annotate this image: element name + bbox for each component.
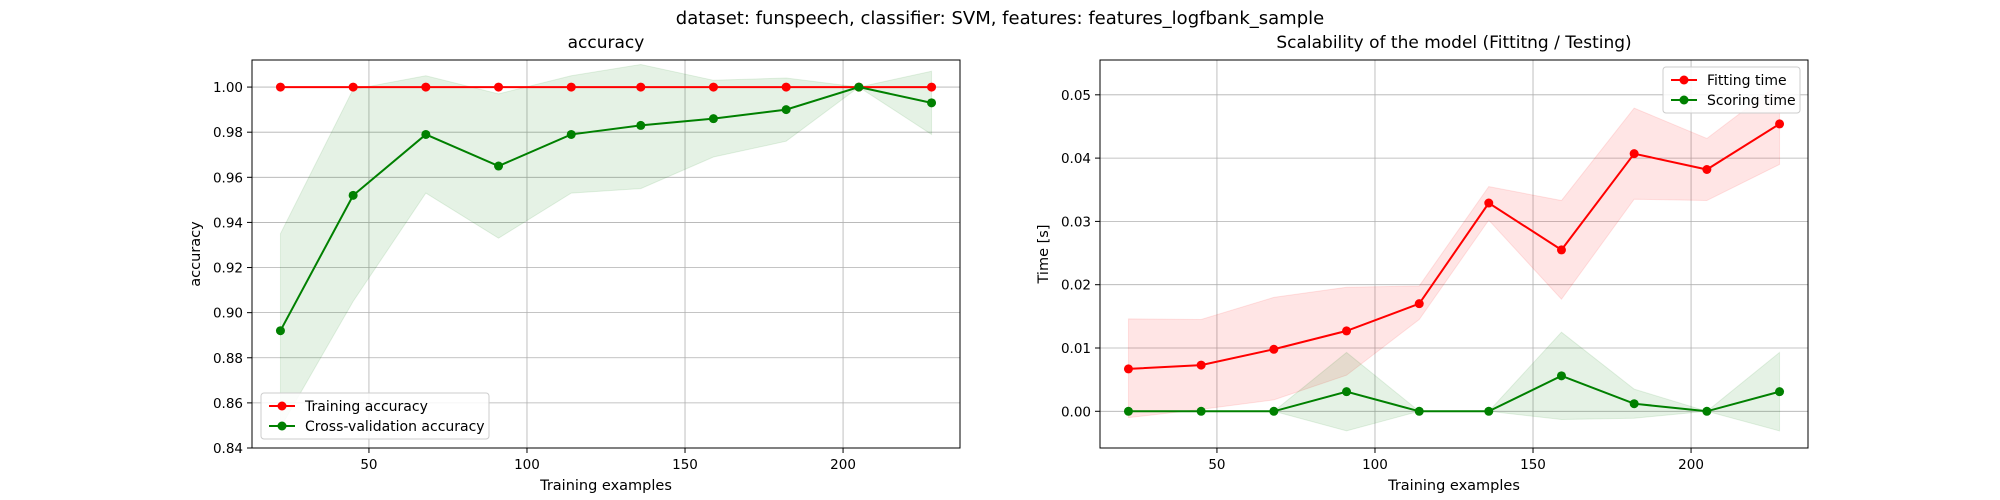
y-tick-label: 0.96: [213, 170, 243, 186]
y-tick-label: 0.84: [213, 441, 243, 457]
fitting-time-point: [1556, 245, 1566, 255]
cross-validation-accuracy-point: [781, 105, 791, 115]
y-axis-label: Time [s]: [1036, 225, 1052, 285]
scoring-time-point: [1269, 406, 1279, 416]
cross-validation-accuracy-point: [927, 98, 937, 108]
training-accuracy-point: [636, 82, 646, 92]
x-tick-label: 50: [360, 457, 377, 473]
x-tick-label: 100: [1362, 457, 1388, 473]
chart-title: Scalability of the model (Fittitng / Tes…: [1276, 33, 1631, 53]
fitting-time-point: [1123, 364, 1133, 374]
scoring-time-point: [1484, 406, 1494, 416]
fitting-time-point: [1196, 360, 1206, 370]
y-tick-label: 0.04: [1061, 151, 1091, 167]
scoring-time-point: [1629, 399, 1639, 409]
cross-validation-accuracy-legend-marker: [277, 421, 287, 431]
cross-validation-accuracy-point: [854, 82, 864, 92]
scoring-time-point: [1702, 406, 1712, 416]
scoring-time-point: [1556, 371, 1566, 381]
figure-suptitle: dataset: funspeech, classifier: SVM, fea…: [676, 8, 1324, 29]
scoring-time-point: [1414, 406, 1424, 416]
fitting-time-band: [1127, 82, 1781, 419]
training-accuracy-legend-label: Training accuracy: [304, 399, 428, 415]
y-tick-label: 0.00: [1061, 404, 1091, 420]
training-accuracy-point: [494, 82, 504, 92]
x-axis-label: Training examples: [1387, 478, 1520, 494]
x-tick-label: 150: [672, 457, 698, 473]
y-tick-label: 0.86: [213, 396, 243, 412]
cross-validation-accuracy-point: [494, 161, 504, 171]
fitting-time-point: [1629, 149, 1639, 159]
scoring-time-line: [1128, 374, 1780, 413]
y-tick-label: 0.98: [213, 125, 243, 141]
fitting-time-point: [1414, 299, 1424, 309]
training-accuracy-point: [708, 82, 718, 92]
plot-frame: [251, 59, 961, 449]
training-accuracy-point: [421, 82, 431, 92]
cross-validation-accuracy-point: [636, 120, 646, 130]
y-tick-label: 0.01: [1061, 341, 1091, 357]
scoring-time-point: [1123, 406, 1133, 416]
y-tick-label: 0.02: [1061, 278, 1091, 294]
y-tick-label: 1.00: [213, 80, 243, 96]
cross-validation-accuracy-point: [275, 326, 285, 336]
x-tick-label: 100: [514, 457, 540, 473]
fitting-time-point: [1775, 119, 1785, 129]
y-tick-label: 0.90: [213, 306, 243, 322]
training-accuracy-point: [927, 82, 937, 92]
fitting-time-point: [1484, 198, 1494, 208]
y-axis-label: accuracy: [188, 221, 204, 287]
fitting-time-point: [1702, 165, 1712, 175]
scalability-chart: 50 100 150 200 0.00 0.01 0.02 0.03 0.04 0.05 Scala…: [1036, 33, 1809, 494]
y-tick-label: 0.88: [213, 351, 243, 367]
legend: Training accuracy Cross-validation accura…: [260, 392, 490, 440]
plot-frame: [1099, 59, 1809, 449]
x-tick-label: 200: [1678, 457, 1704, 473]
training-accuracy-point: [348, 82, 358, 92]
y-tick-label: 0.94: [213, 215, 243, 231]
x-axis-label: Training examples: [539, 478, 672, 494]
cross-validation-accuracy-point: [348, 190, 358, 200]
y-tick-label: 0.92: [213, 261, 243, 277]
training-accuracy-point: [566, 82, 576, 92]
legend-box: [1662, 66, 1801, 114]
x-tick-label: 200: [830, 457, 856, 473]
legend: Fitting time Scoring time: [1662, 66, 1801, 114]
cross-validation-accuracy-line: [279, 86, 932, 332]
y-tick-label: 0.03: [1061, 214, 1091, 230]
chart-title: accuracy: [568, 33, 645, 53]
scoring-time-legend-marker: [1679, 95, 1689, 105]
y-tick-label: 0.05: [1061, 88, 1091, 104]
scoring-time-legend-label: Scoring time: [1707, 93, 1796, 109]
scoring-time-point: [1196, 406, 1206, 416]
training-accuracy-point: [781, 82, 791, 92]
legend-box: [260, 392, 490, 440]
fitting-time-legend-label: Fitting time: [1707, 73, 1787, 89]
x-tick-label: 150: [1520, 457, 1546, 473]
cross-validation-accuracy-legend-label: Cross-validation accuracy: [305, 419, 485, 435]
x-tick-label: 50: [1208, 457, 1225, 473]
fitting-time-line: [1128, 123, 1781, 370]
scoring-time-point: [1342, 387, 1352, 397]
cross-validation-accuracy-point: [708, 114, 718, 124]
training-accuracy-legend-marker: [277, 401, 287, 411]
training-accuracy-point: [275, 82, 285, 92]
accuracy-chart: 50 100 150 200 0.84 0.86 0.88 0.90 0.92 0.94 0.96 0…: [188, 33, 961, 494]
cross-validation-accuracy-point: [421, 129, 431, 139]
fitting-time-legend-marker: [1679, 75, 1689, 85]
cross-validation-accuracy-point: [566, 129, 576, 139]
fitting-time-point: [1269, 344, 1279, 354]
fitting-time-point: [1342, 326, 1352, 336]
scoring-time-point: [1775, 387, 1785, 397]
